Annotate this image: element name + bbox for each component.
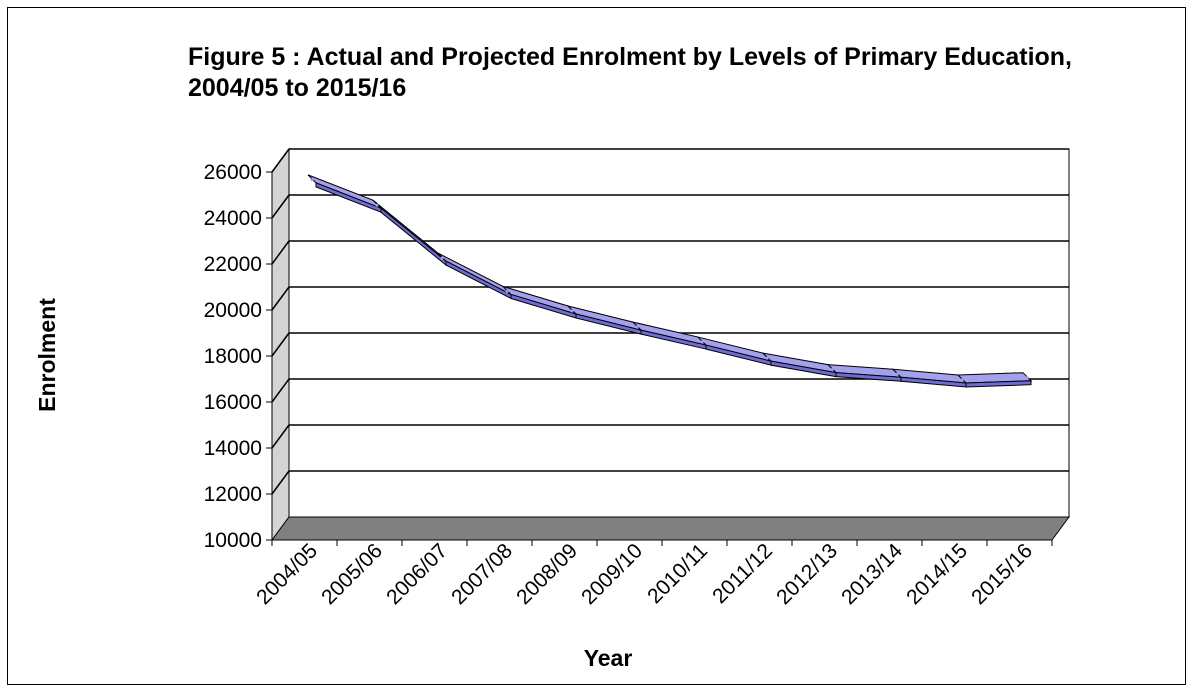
series-enrolment <box>307 174 1033 388</box>
data-point <box>830 368 834 372</box>
gridline-side <box>271 470 290 495</box>
x-tick-label: 2008/09 <box>512 539 582 609</box>
data-point <box>960 378 964 382</box>
chart-walls <box>271 147 1070 542</box>
x-tick-label: 2015/16 <box>967 539 1037 609</box>
x-axis-ticks: 2004/052005/062006/072007/082008/092009/… <box>252 539 1053 609</box>
x-tick-label: 2014/15 <box>902 539 972 609</box>
data-point <box>1025 376 1029 380</box>
y-axis-label: Enrolment <box>34 298 60 412</box>
gridline-side <box>271 148 290 173</box>
line-segment-front <box>965 380 1032 388</box>
x-tick-label: 2007/08 <box>447 539 517 609</box>
y-tick-label: 22000 <box>204 253 262 276</box>
gridline-side <box>271 286 290 311</box>
x-tick-label: 2006/07 <box>382 539 452 609</box>
y-tick-label: 16000 <box>204 391 262 414</box>
data-point <box>570 309 574 313</box>
data-point <box>700 340 704 344</box>
y-tick-label: 10000 <box>204 529 262 552</box>
data-point <box>635 325 639 329</box>
y-tick-label: 14000 <box>204 437 262 460</box>
x-tick-label: 2011/12 <box>708 539 777 608</box>
x-tick-label: 2005/06 <box>317 539 387 609</box>
x-axis-label: Year <box>584 645 633 671</box>
y-tick-label: 18000 <box>204 345 262 368</box>
gridline-side <box>271 240 290 265</box>
data-point <box>895 372 899 376</box>
x-tick-label: 2004/05 <box>252 539 322 609</box>
x-tick-label: 2009/10 <box>577 539 647 609</box>
data-point <box>310 178 314 182</box>
y-tick-label: 12000 <box>204 483 262 506</box>
data-point <box>505 289 509 293</box>
data-point <box>765 356 769 360</box>
gridline-side <box>271 194 290 219</box>
y-axis-ticks: 10000 12000 14000 16000 18000 20000 22000 24000… <box>204 161 273 552</box>
x-tick-label: 2013/14 <box>837 539 907 609</box>
chart-title: Figure 5 : Actual and Projected Enrolmen… <box>188 43 1072 102</box>
gridline-side <box>271 332 290 357</box>
x-tick-label: 2012/13 <box>772 539 842 609</box>
y-tick-label: 26000 <box>204 161 262 184</box>
x-tick-label: 2010/11 <box>643 539 712 608</box>
y-tick-label: 20000 <box>204 299 262 322</box>
data-point <box>440 256 444 260</box>
y-tick-label: 24000 <box>204 207 262 230</box>
data-point <box>375 203 379 207</box>
gridline-side <box>271 424 290 449</box>
gridline-side <box>271 378 290 403</box>
chart-frame <box>7 7 1186 685</box>
floor <box>271 516 1070 541</box>
